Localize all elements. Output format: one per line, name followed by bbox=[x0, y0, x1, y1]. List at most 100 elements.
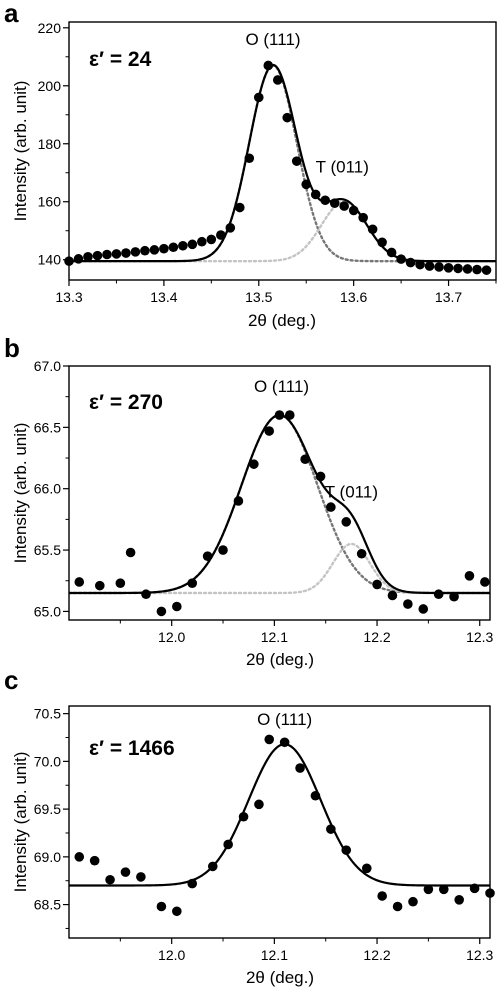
data-point bbox=[225, 223, 236, 233]
data-point bbox=[300, 454, 310, 465]
data-point bbox=[172, 601, 182, 612]
data-point bbox=[449, 591, 459, 602]
data-point bbox=[464, 571, 475, 581]
data-point bbox=[73, 254, 84, 264]
data-point bbox=[156, 901, 167, 912]
x-tick-label: 12.0 bbox=[158, 629, 185, 645]
x-tick-label: 13.6 bbox=[340, 289, 367, 305]
data-point bbox=[156, 606, 167, 617]
data-point bbox=[159, 243, 169, 254]
data-point bbox=[249, 459, 259, 469]
x-axis-label: 2θ (deg.) bbox=[246, 968, 314, 987]
x-tick-label: 12.2 bbox=[363, 629, 390, 645]
y-tick-label: 67.0 bbox=[34, 358, 61, 374]
data-point bbox=[424, 261, 435, 271]
fit-curves bbox=[69, 413, 490, 595]
data-point bbox=[377, 891, 387, 901]
data-point bbox=[83, 252, 93, 262]
fit-curves bbox=[69, 743, 490, 887]
y-tick-label: 68.5 bbox=[34, 897, 61, 913]
data-points bbox=[74, 410, 490, 617]
y-tick-label: 65.0 bbox=[34, 603, 61, 619]
data-point bbox=[301, 179, 312, 190]
data-point bbox=[178, 240, 188, 251]
y-tick-label: 140 bbox=[38, 252, 62, 268]
data-point bbox=[310, 790, 321, 801]
data-point bbox=[223, 839, 233, 850]
data-point bbox=[187, 578, 198, 588]
data-point bbox=[408, 896, 418, 907]
data-point bbox=[130, 247, 141, 257]
data-point bbox=[284, 410, 295, 420]
data-point bbox=[235, 202, 245, 213]
data-point bbox=[339, 201, 349, 211]
panel-letter: c bbox=[4, 665, 18, 695]
data-point bbox=[320, 195, 331, 206]
fit-line-solid bbox=[69, 413, 490, 595]
peak-annotation: O (111) bbox=[254, 377, 309, 396]
data-point bbox=[418, 604, 429, 614]
x-tick-label: 13.3 bbox=[55, 289, 82, 305]
data-point bbox=[197, 236, 207, 247]
panel-letter: a bbox=[4, 0, 19, 28]
y-tick-label: 66.5 bbox=[34, 419, 61, 435]
data-point bbox=[372, 579, 382, 590]
epsilon-label: ε′ = 270 bbox=[89, 391, 163, 414]
x-tick-label: 13.7 bbox=[435, 289, 462, 305]
data-point bbox=[443, 263, 454, 273]
data-point bbox=[310, 189, 321, 200]
data-point bbox=[115, 578, 126, 588]
plot-frame bbox=[68, 365, 491, 621]
data-point bbox=[105, 874, 115, 885]
data-point bbox=[274, 410, 285, 420]
data-point bbox=[386, 247, 397, 258]
data-point bbox=[472, 264, 482, 275]
y-axis-label: Intensity (arb. unit) bbox=[11, 752, 30, 893]
x-tick-label: 13.4 bbox=[150, 289, 177, 305]
data-point bbox=[377, 237, 387, 248]
epsilon-label: ε′ = 1466 bbox=[89, 737, 175, 760]
y-tick-label: 160 bbox=[38, 194, 62, 210]
y-tick-label: 69.5 bbox=[34, 801, 61, 817]
x-axis-label: 2θ (deg.) bbox=[248, 311, 316, 330]
data-point bbox=[216, 230, 226, 240]
y-tick-label: 70.5 bbox=[34, 706, 61, 722]
y-tick-label: 66.0 bbox=[34, 481, 61, 497]
data-point bbox=[361, 863, 372, 874]
y-tick-label: 220 bbox=[38, 20, 62, 36]
data-point bbox=[469, 883, 480, 894]
fit-line-solid bbox=[69, 63, 496, 263]
data-point bbox=[453, 263, 463, 274]
data-point bbox=[454, 895, 465, 905]
data-point bbox=[367, 224, 378, 235]
data-point bbox=[462, 264, 473, 274]
data-point bbox=[74, 577, 85, 587]
data-point bbox=[415, 259, 425, 270]
data-point bbox=[264, 734, 275, 745]
data-point bbox=[125, 547, 136, 558]
x-tick-label: 12.2 bbox=[363, 947, 390, 963]
data-point bbox=[387, 590, 398, 601]
peak-annotation: T (011) bbox=[316, 158, 369, 177]
y-tick-label: 70.0 bbox=[34, 753, 61, 769]
data-point bbox=[356, 548, 367, 559]
data-point bbox=[392, 901, 403, 912]
data-point bbox=[405, 257, 416, 268]
data-point bbox=[238, 811, 249, 822]
data-points bbox=[74, 734, 495, 917]
data-point bbox=[102, 249, 112, 260]
data-point bbox=[434, 262, 444, 272]
data-point bbox=[233, 496, 244, 506]
x-tick-label: 12.3 bbox=[466, 947, 493, 963]
data-point bbox=[282, 112, 293, 123]
data-point bbox=[433, 589, 444, 600]
chart-panel-c: 12.0 12.1 12.2 12.3 68.5 69.0 69.5 70.0 70.5 2θ (… bbox=[4, 665, 495, 987]
data-point bbox=[480, 577, 490, 587]
x-tick-label: 12.0 bbox=[158, 947, 185, 963]
data-point bbox=[121, 248, 131, 258]
y-tick-label: 180 bbox=[38, 136, 62, 152]
data-point bbox=[358, 212, 368, 223]
data-point bbox=[120, 867, 131, 877]
data-point bbox=[295, 763, 305, 773]
